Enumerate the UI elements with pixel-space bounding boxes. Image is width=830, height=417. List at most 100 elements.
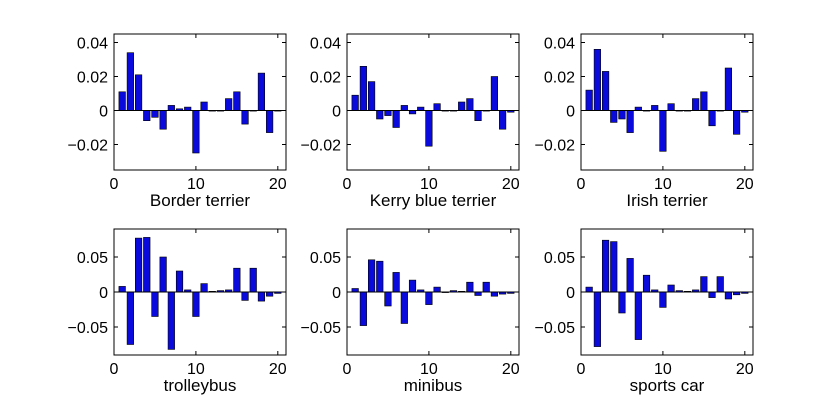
y-tick-label: 0.04 — [544, 36, 575, 53]
bar — [392, 110, 400, 128]
bar — [408, 110, 417, 115]
x-axis-label: Border terrier — [150, 191, 250, 210]
bar — [700, 276, 708, 293]
bar — [433, 103, 441, 111]
bar — [466, 281, 474, 293]
bar — [143, 110, 151, 121]
bar — [482, 281, 490, 293]
x-tick-label: 20 — [269, 176, 287, 193]
chart-panel: −0.02 0 0.02 0.04 0 10 20 Irish terrier — [535, 33, 754, 210]
bar — [167, 105, 175, 111]
bar — [458, 101, 466, 111]
bar — [151, 291, 159, 317]
x-tick-label: 10 — [654, 176, 672, 193]
bar — [257, 291, 265, 302]
x-tick-label: 0 — [110, 176, 119, 193]
bar — [192, 110, 200, 154]
y-tick-label: 0 — [99, 285, 108, 302]
y-tick-label: 0 — [566, 104, 575, 121]
x-tick-label: 20 — [736, 361, 754, 378]
bar — [610, 241, 618, 293]
x-tick-label: 0 — [577, 361, 586, 378]
axes-frame — [580, 33, 754, 171]
chart-panel: −0.02 0 0.02 0.04 0 10 20 Border terrier — [68, 33, 287, 210]
x-tick-label: 0 — [343, 361, 352, 378]
bar — [384, 110, 392, 116]
bar — [135, 237, 143, 293]
bar — [474, 291, 482, 296]
bar — [200, 101, 208, 111]
bar — [118, 286, 126, 293]
y-tick-label: −0.05 — [535, 320, 576, 337]
bar — [241, 291, 249, 301]
bar — [417, 106, 425, 111]
x-axis-label: Kerry blue terrier — [370, 191, 497, 210]
bar — [659, 110, 667, 152]
bar — [200, 283, 208, 293]
bar — [192, 291, 200, 317]
bar — [167, 291, 175, 350]
bar — [408, 279, 417, 293]
bar — [626, 258, 634, 293]
bar — [118, 91, 126, 111]
chart-panel: −0.05 0 0.05 0 10 20 sports car — [535, 228, 754, 395]
bar — [351, 288, 359, 293]
x-tick-label: 0 — [577, 176, 586, 193]
bar — [585, 286, 593, 293]
y-tick-label: 0.02 — [310, 70, 341, 87]
bar — [225, 98, 233, 111]
bar — [384, 291, 392, 307]
bar — [184, 106, 192, 111]
bar — [585, 89, 593, 111]
bar — [233, 267, 241, 293]
bar — [175, 270, 184, 293]
bar — [499, 110, 507, 130]
bar — [733, 110, 741, 135]
chart-panel: −0.05 0 0.05 0 10 20 trolleybus — [68, 228, 287, 395]
y-tick-label: −0.02 — [535, 138, 576, 155]
bar — [601, 71, 610, 111]
x-axis-label: sports car — [630, 376, 705, 395]
y-tick-label: 0.05 — [77, 250, 108, 267]
bar — [692, 98, 700, 111]
x-tick-label: 0 — [343, 176, 352, 193]
x-tick-label: 10 — [654, 361, 672, 378]
y-tick-label: 0.02 — [544, 70, 575, 87]
y-tick-label: −0.05 — [301, 320, 342, 337]
bar — [466, 98, 474, 111]
bar — [135, 74, 143, 111]
x-tick-label: 10 — [420, 176, 438, 193]
y-tick-label: −0.02 — [68, 138, 109, 155]
bar — [266, 291, 274, 297]
y-tick-label: 0.04 — [77, 36, 108, 53]
y-tick-label: 0.05 — [544, 250, 575, 267]
y-tick-label: 0 — [332, 104, 341, 121]
bar — [601, 239, 610, 293]
bar — [433, 286, 441, 293]
bar — [651, 105, 659, 111]
bar — [151, 110, 159, 118]
bar — [425, 291, 433, 305]
bar — [490, 291, 498, 297]
bar — [359, 291, 367, 326]
bar — [359, 66, 367, 111]
y-tick-label: 0 — [332, 285, 341, 302]
axes-frame — [113, 33, 287, 171]
bar — [376, 260, 384, 293]
bar — [266, 110, 274, 133]
bar — [642, 274, 651, 293]
bar — [126, 52, 134, 111]
y-tick-label: −0.05 — [68, 320, 109, 337]
x-tick-label: 10 — [187, 361, 205, 378]
y-tick-label: −0.02 — [301, 138, 342, 155]
bar — [618, 291, 626, 314]
bar — [474, 110, 482, 121]
bar — [659, 291, 667, 308]
y-tick-label: 0.02 — [77, 70, 108, 87]
bar — [376, 110, 384, 120]
bar — [367, 259, 376, 293]
bar — [618, 110, 626, 120]
bar — [724, 67, 733, 111]
bar — [593, 48, 601, 111]
